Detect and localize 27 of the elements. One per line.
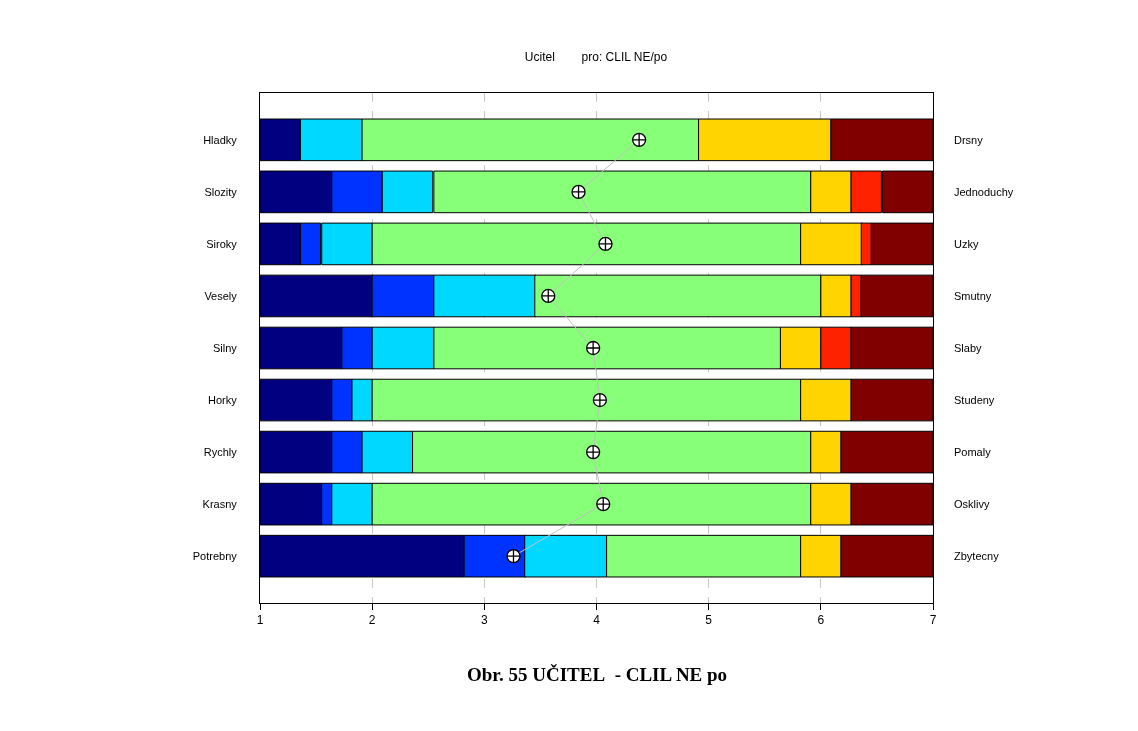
y2-tick-label: Jednoduchy	[954, 185, 1014, 198]
x-tick-label: 3	[480, 613, 488, 628]
y-tick-label: Silny	[212, 341, 238, 354]
y2-tick-label: Drsny	[954, 133, 984, 146]
x-tick-label: 1	[256, 613, 264, 628]
y2-tick-label: Osklivy	[954, 497, 990, 510]
y2-tick-label: Zbytecny	[954, 550, 1000, 563]
x-tick-label: 4	[593, 613, 601, 628]
y2-tick-label: Smutny	[954, 289, 992, 302]
y-tick-label: Rychly	[203, 445, 238, 458]
x-tick-label: 7	[929, 613, 937, 628]
y2-tick-label: Slaby	[954, 341, 983, 354]
y-tick-label: Krasny	[202, 497, 238, 510]
y-tick-label: Potrebny	[192, 550, 238, 563]
text: Obr. 55 UČITEL - CLIL NE po	[467, 664, 728, 685]
y-tick-label: Siroky	[206, 237, 238, 250]
x-tick-label: 6	[817, 613, 825, 628]
chart-title: Ucitel pro: CLIL NE/po	[524, 50, 668, 65]
y-tick-label: Hladky	[203, 133, 238, 146]
y-tick-label: Horky	[208, 393, 238, 406]
x-tick-label: 5	[705, 613, 713, 628]
y2-tick-label: Studeny	[954, 393, 995, 406]
x-tick-label: 2	[368, 613, 376, 628]
y-tick-label: Slozity	[204, 185, 238, 198]
y2-tick-label: Pomaly	[954, 445, 992, 458]
y-tick-label: Vesely	[204, 289, 238, 302]
y2-tick-label: Uzky	[954, 237, 979, 250]
